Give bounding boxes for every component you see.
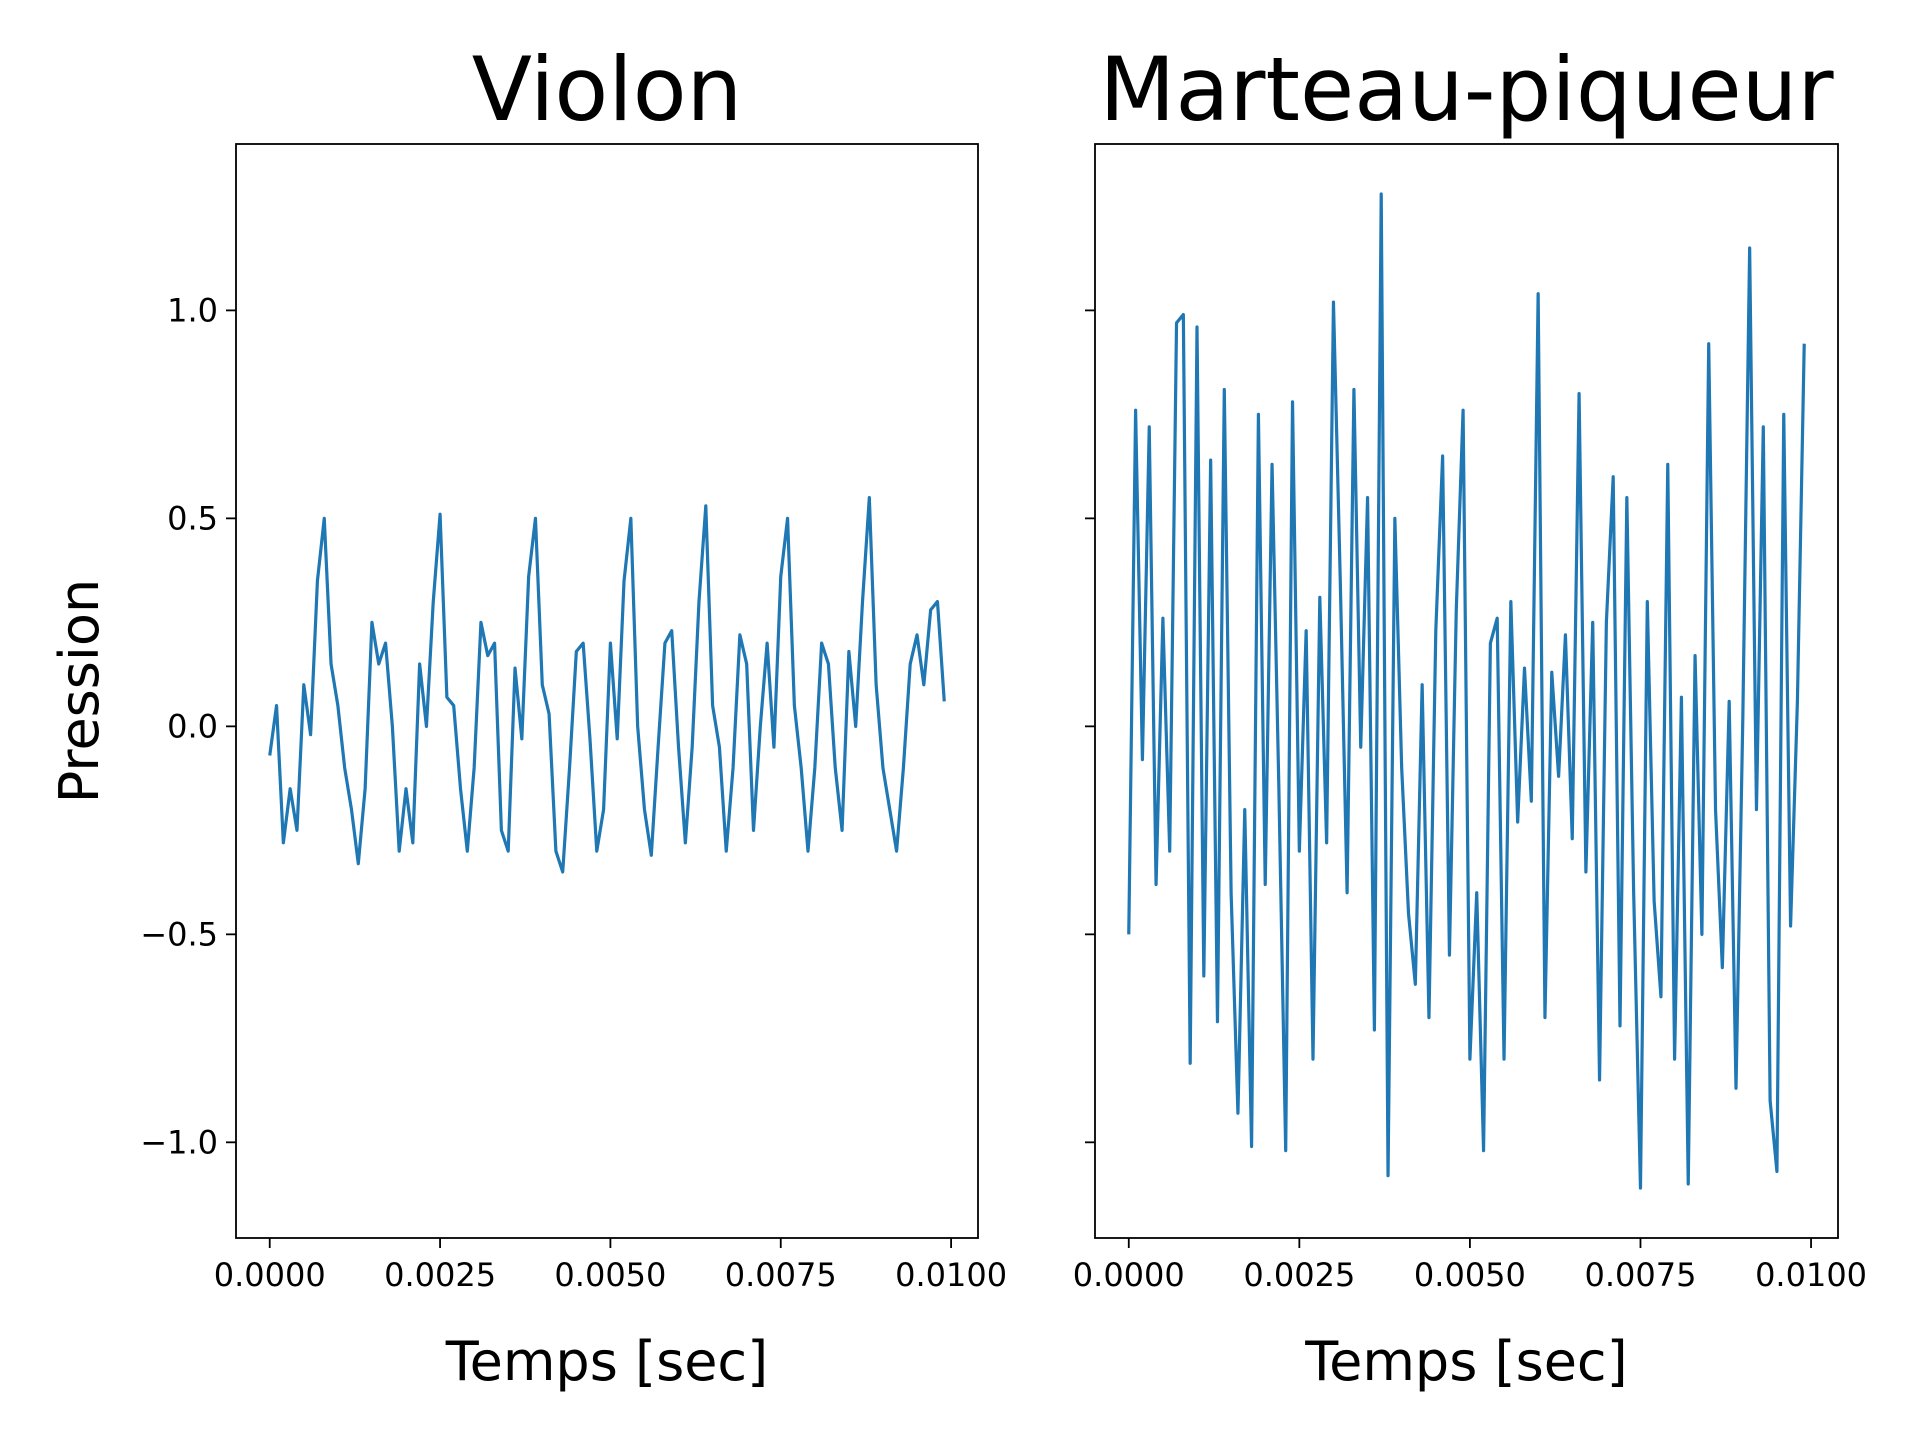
x-axis-label: Temps [sec] bbox=[445, 1330, 768, 1393]
x-tick-label: 0.0050 bbox=[554, 1256, 666, 1294]
x-tick-label: 0.0100 bbox=[895, 1256, 1007, 1294]
axes-frame bbox=[235, 143, 979, 1239]
x-tick-label: 0.0050 bbox=[1414, 1256, 1526, 1294]
x-tick-label: 0.0075 bbox=[1584, 1256, 1696, 1294]
x-tick-label: 0.0000 bbox=[214, 1256, 326, 1294]
y-tick-label: 0.0 bbox=[167, 707, 218, 745]
y-tick-label: 1.0 bbox=[167, 291, 218, 329]
x-tick-label: 0.0000 bbox=[1073, 1256, 1185, 1294]
x-tick-label: 0.0025 bbox=[384, 1256, 496, 1294]
x-tick-label: 0.0025 bbox=[1243, 1256, 1355, 1294]
y-tick-label: −0.5 bbox=[140, 915, 218, 953]
y-tick-label: 0.5 bbox=[167, 499, 218, 537]
x-axis-label: Temps [sec] bbox=[1304, 1330, 1627, 1393]
chart-title: Marteau-piqueur bbox=[1099, 38, 1834, 141]
axes-frame bbox=[1094, 143, 1839, 1239]
y-tick-label: −1.0 bbox=[140, 1123, 218, 1161]
data-line bbox=[1127, 192, 1806, 1190]
x-tick-label: 0.0100 bbox=[1755, 1256, 1867, 1294]
x-tick-label: 0.0075 bbox=[725, 1256, 837, 1294]
data-line bbox=[268, 495, 946, 874]
chart-title: Violon bbox=[472, 38, 743, 141]
y-axis-label: Pression bbox=[48, 579, 111, 803]
